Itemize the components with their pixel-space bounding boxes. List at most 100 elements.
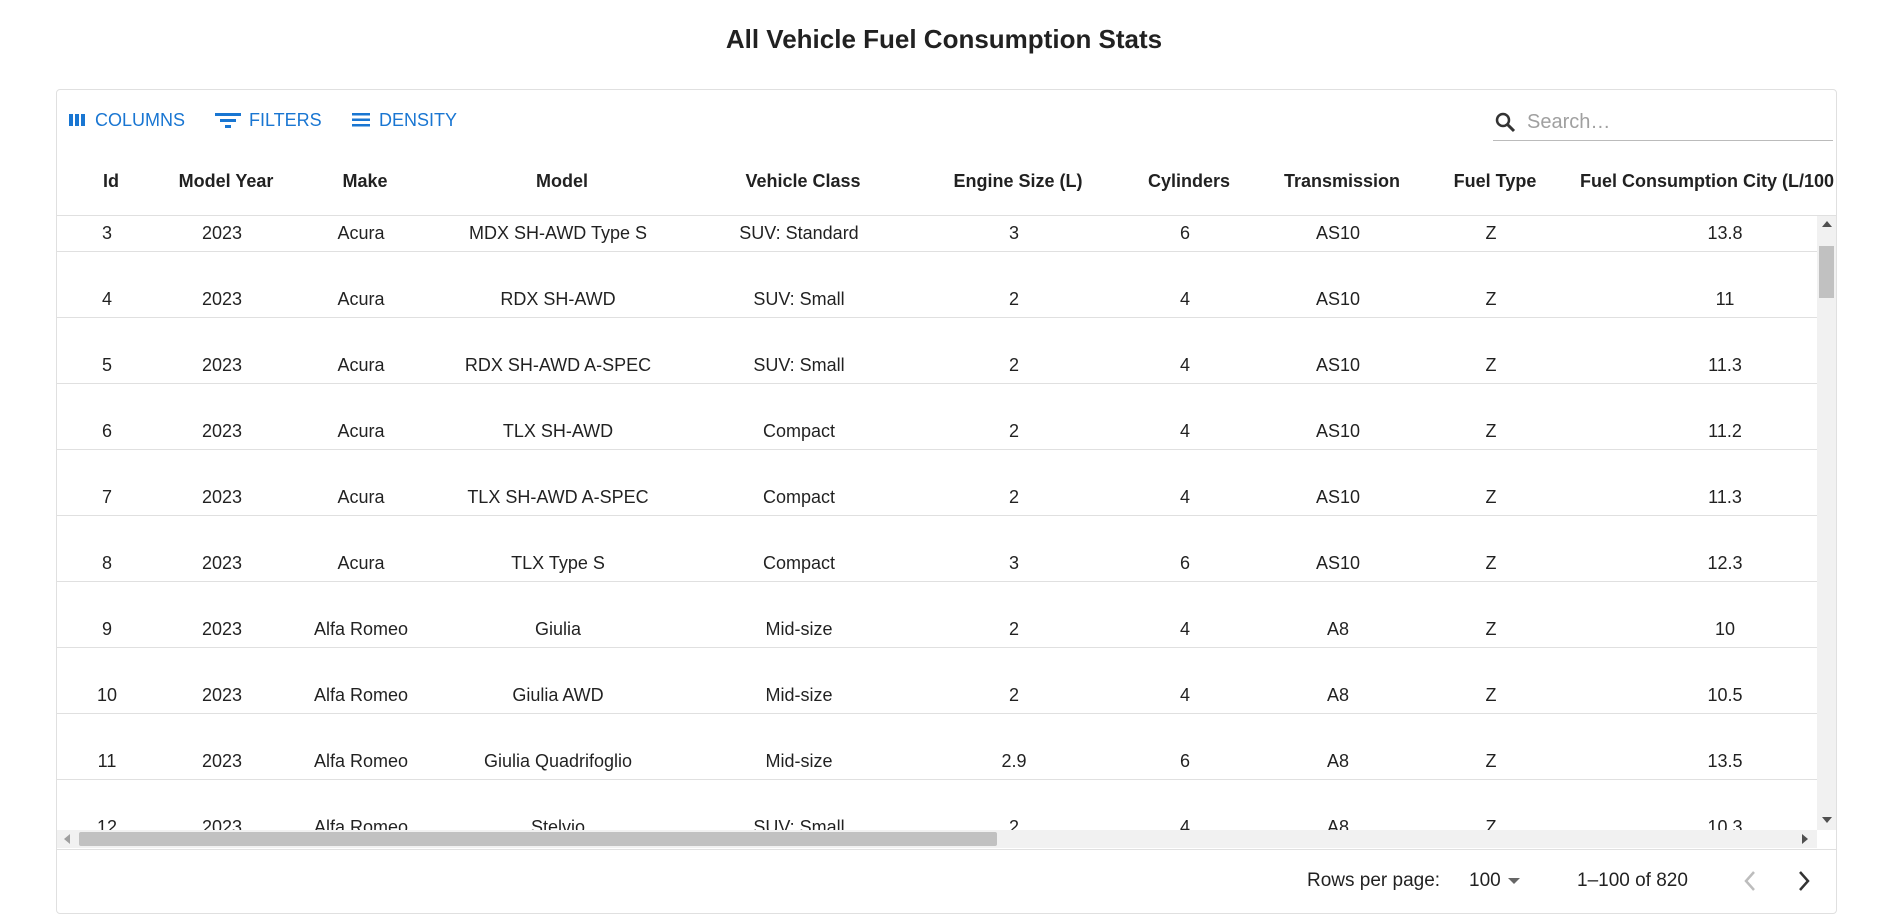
table-cell: Mid-size	[765, 751, 833, 771]
table-cell: TLX SH-AWD A-SPEC	[467, 487, 649, 507]
table-cell: AS10	[1315, 355, 1361, 375]
table-cell: MDX SH-AWD Type S	[468, 223, 648, 243]
table-cell: AS10	[1315, 487, 1361, 507]
table-cell: AS10	[1315, 421, 1361, 441]
table-cell: Z	[1485, 421, 1497, 441]
table-cell: SUV: Small	[753, 817, 845, 830]
filters-button[interactable]: FILTERS	[215, 110, 322, 130]
rows-per-page-select[interactable]: 100	[1469, 870, 1521, 892]
table-cell: Alfa Romeo	[313, 685, 409, 705]
table-cell: 4	[1179, 421, 1191, 441]
table-cell: 2023	[201, 223, 243, 243]
table-cell: 2	[1008, 289, 1020, 309]
search-placeholder: Search…	[1527, 110, 1611, 133]
table-cell: Z	[1485, 355, 1497, 375]
column-header: Engine Size (L)	[953, 171, 1083, 191]
row-divider	[57, 383, 1817, 384]
table-cell: Z	[1485, 553, 1497, 573]
table-cell: Compact	[762, 487, 836, 507]
table-cell: 2.9	[1001, 751, 1027, 771]
table-cell: 10.5	[1707, 685, 1743, 705]
row-divider	[57, 581, 1817, 582]
previous-page-button[interactable]	[1743, 870, 1757, 892]
table-cell: Acura	[337, 421, 385, 441]
button-label: COLUMNS	[95, 109, 186, 130]
data-grid: COLUMNS FILTERS DENSITY Search… Id Model …	[56, 89, 1837, 914]
table-cell: 10	[96, 685, 118, 705]
table-cell: 11.2	[1708, 421, 1742, 441]
table-cell: SUV: Small	[753, 289, 845, 309]
table-cell: 13.5	[1707, 751, 1743, 771]
table-cell: Z	[1485, 817, 1497, 830]
table-cell: 2	[1008, 487, 1020, 507]
table-cell: 12.3	[1707, 553, 1743, 573]
table-cell: 4	[1179, 487, 1191, 507]
scroll-up-arrow[interactable]	[1822, 220, 1832, 228]
table-cell: 2023	[201, 289, 243, 309]
search-field[interactable]: Search…	[1493, 104, 1833, 141]
dropdown-arrow	[1507, 878, 1520, 884]
row-divider	[57, 647, 1817, 648]
table-cell: 2023	[201, 619, 243, 639]
column-header: Model Year	[178, 171, 274, 191]
table-cell: 13.8	[1707, 223, 1743, 243]
footer-divider	[57, 849, 1836, 850]
table-cell: 2023	[201, 553, 243, 573]
grid-body: 3 2023 Acura MDX SH-AWD Type S SUV: Standard…	[57, 216, 1817, 830]
column-header: Make	[342, 171, 388, 191]
vertical-scrollbar[interactable]	[1817, 216, 1836, 830]
table-cell: RDX SH-AWD	[500, 289, 616, 309]
table-cell: A8	[1326, 685, 1350, 705]
table-cell: Compact	[762, 553, 836, 573]
table-cell: 4	[1179, 685, 1191, 705]
table-cell: AS10	[1315, 289, 1361, 309]
rows-per-page-label: Rows per page:	[1307, 870, 1441, 891]
table-cell: Z	[1485, 289, 1497, 309]
column-header: Transmission	[1283, 171, 1401, 191]
table-cell: 2	[1008, 355, 1020, 375]
table-cell: 6	[1179, 553, 1191, 573]
table-cell: Giulia Quadrifoglio	[483, 751, 633, 771]
table-cell: 2023	[201, 421, 243, 441]
table-cell: Acura	[337, 487, 385, 507]
columns-button[interactable]: COLUMNS	[67, 110, 185, 130]
table-cell: 4	[1179, 289, 1191, 309]
table-cell: 2023	[201, 487, 243, 507]
search-icon	[1495, 112, 1516, 133]
table-cell: 3	[101, 223, 113, 243]
table-cell: Mid-size	[765, 685, 833, 705]
horizontal-scrollbar[interactable]	[57, 830, 1817, 848]
scroll-left-arrow[interactable]	[63, 834, 71, 844]
table-cell: 11	[1715, 289, 1735, 309]
table-cell: 3	[1008, 553, 1020, 573]
table-cell: 10.3	[1707, 817, 1743, 830]
table-cell: 3	[1008, 223, 1020, 243]
row-divider	[57, 779, 1817, 780]
table-cell: Compact	[762, 421, 836, 441]
density-icon	[352, 113, 370, 127]
table-cell: 12	[96, 817, 118, 830]
scroll-down-arrow[interactable]	[1822, 816, 1832, 824]
scroll-thumb[interactable]	[1819, 246, 1834, 298]
row-divider	[57, 251, 1817, 252]
column-header: Vehicle Class	[745, 171, 861, 191]
scroll-right-arrow[interactable]	[1801, 834, 1809, 844]
next-page-button[interactable]	[1797, 870, 1811, 892]
density-button[interactable]: DENSITY	[351, 110, 457, 130]
table-cell: 8	[101, 553, 113, 573]
column-header: Fuel Type	[1453, 171, 1537, 191]
column-header: Id	[103, 171, 119, 191]
table-cell: 6	[1179, 223, 1191, 243]
table-cell: 2023	[201, 751, 243, 771]
table-cell: Acura	[337, 223, 385, 243]
table-cell: 2023	[201, 817, 243, 830]
table-cell: TLX Type S	[511, 553, 605, 573]
pagination-footer: Rows per page: 100 1–100 of 820	[57, 850, 1836, 913]
table-cell: 2	[1008, 685, 1020, 705]
table-cell: Alfa Romeo	[313, 751, 409, 771]
table-cell: 9	[101, 619, 113, 639]
table-cell: 4	[101, 289, 113, 309]
table-cell: 4	[1179, 355, 1191, 375]
scroll-thumb[interactable]	[79, 832, 997, 846]
